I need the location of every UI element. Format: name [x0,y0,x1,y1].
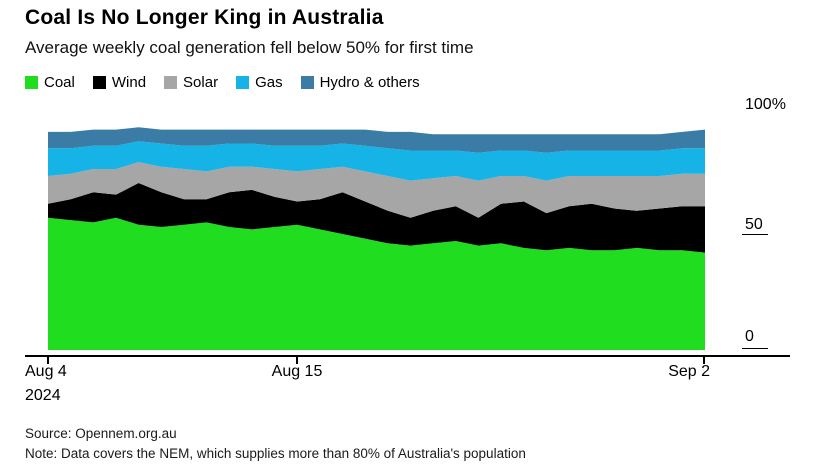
legend-label-wind: Wind [111,74,147,91]
y-axis-label-0: 0 [745,328,754,345]
note-line: Note: Data covers the NEM, which supplie… [25,446,526,461]
area-gas [48,141,705,181]
x-axis-label-sep2: Sep 2 [668,363,710,380]
x-axis-label-aug15: Aug 15 [271,363,323,380]
y-axis-label-50: 50 [745,216,763,233]
x-axis-label-aug4: Aug 4 [25,363,67,380]
y-axis-tick-50 [742,234,768,235]
legend-swatch-hydro-others [300,76,314,89]
area-hydro-others [48,127,705,153]
legend-item-solar: Solar [164,74,218,91]
y-axis-tick-0 [742,348,768,349]
area-coal [48,217,705,350]
x-axis-tick-aug15 [296,357,298,364]
area-solar [48,162,705,218]
chart-subtitle: Average weekly coal generation fell belo… [25,38,474,57]
stacked-area-chart: 100% 50 0 Aug 4 2024 Aug 15 Sep 2 [0,96,833,413]
source-line: Source: Opennem.org.au [25,426,177,441]
legend-label-hydro-others: Hydro & others [319,74,420,91]
x-axis-line [25,355,790,357]
stacked-area-svg [48,127,705,350]
x-axis-tick-sep2 [703,357,705,364]
x-axis-label-year: 2024 [25,387,61,404]
legend-item-hydro-others: Hydro & others [300,74,420,91]
area-wind [48,183,705,253]
legend-swatch-gas [236,76,250,89]
legend-label-gas: Gas [255,74,283,91]
legend-swatch-solar [164,76,178,89]
legend-swatch-coal [25,76,38,89]
legend-item-wind: Wind [92,74,147,91]
chart-footer: Source: Opennem.org.au Note: Data covers… [25,424,526,464]
legend-item-gas: Gas [236,74,283,91]
legend: Coal Wind Solar Gas Hydro & others [25,74,420,91]
chart-title: Coal Is No Longer King in Australia [25,6,384,29]
x-axis-tick-aug4 [47,357,49,364]
legend-swatch-wind [92,76,106,89]
legend-label-coal: Coal [44,74,75,91]
legend-label-solar: Solar [183,74,219,91]
legend-item-coal: Coal [25,74,75,91]
y-axis-label-100: 100% [745,96,786,113]
